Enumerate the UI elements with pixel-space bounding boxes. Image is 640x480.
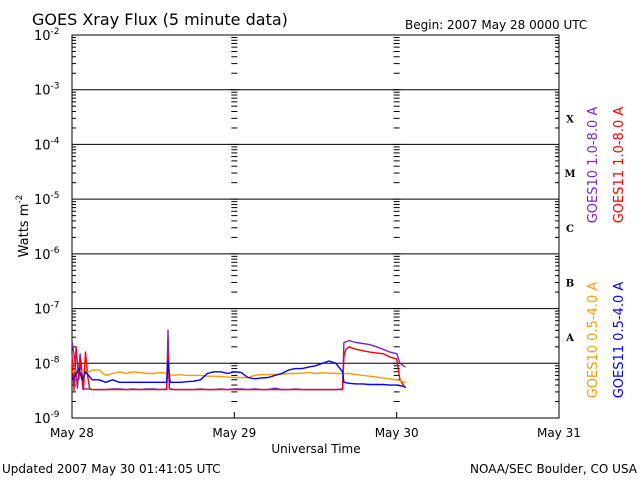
y-tick-label: 10-3	[34, 82, 60, 99]
begin-label: Begin: 2007 May 28 0000 UTC	[405, 18, 587, 32]
x-tick-label: May 31	[537, 426, 581, 440]
x-tick-label: May 28	[50, 426, 94, 440]
flare-class-a: A	[565, 333, 574, 344]
legend-entry: GOES10 0.5-4.0 A	[586, 282, 601, 399]
y-tick-label: 10-8	[34, 355, 60, 372]
legend-entry: GOES11 0.5-4.0 A	[612, 282, 627, 399]
y-tick-label: 10-4	[34, 136, 60, 153]
legend-entry: GOES10 1.0-8.0 A	[586, 107, 601, 224]
series-line-2	[71, 346, 407, 392]
chart-title: GOES Xray Flux (5 minute data)	[32, 10, 288, 29]
flare-class-c: C	[566, 224, 574, 235]
series-line-3	[71, 369, 406, 383]
y-axis-label: Watts m-2	[15, 195, 32, 258]
x-axis-ticks: May 28 May 29 May 30 May 31	[50, 412, 581, 440]
series-lines	[71, 329, 407, 392]
y-axis-ticks: 10-2 10-3 10-4 10-5 10-6 10-7 10-8 10-9	[34, 27, 60, 427]
grid-lines	[72, 89, 559, 364]
y-tick-label: 10-7	[34, 301, 60, 318]
y-tick-label: 10-5	[34, 191, 60, 208]
credit-label: NOAA/SEC Boulder, CO USA	[470, 462, 638, 476]
flare-class-m: M	[564, 169, 575, 180]
y-tick-label: 10-6	[34, 246, 60, 263]
y-tick-label: 10-9	[34, 410, 60, 427]
y-tick-label: 10-2	[34, 27, 60, 44]
x-axis-label: Universal Time	[271, 442, 360, 456]
updated-timestamp: Updated 2007 May 30 01:41:05 UTC	[2, 462, 220, 476]
x-tick-label: May 30	[375, 426, 419, 440]
plot-area	[71, 34, 560, 419]
flare-class-b: B	[566, 278, 574, 289]
legend-entry: GOES11 1.0-8.0 A	[612, 107, 627, 224]
legend: GOES10 1.0-8.0 A GOES11 1.0-8.0 A GOES10 0…	[586, 107, 627, 399]
x-tick-label: May 29	[212, 426, 256, 440]
flare-class-x: X	[566, 114, 574, 125]
series-line-4	[71, 360, 406, 388]
flare-class-labels: X M C B A	[564, 114, 575, 344]
